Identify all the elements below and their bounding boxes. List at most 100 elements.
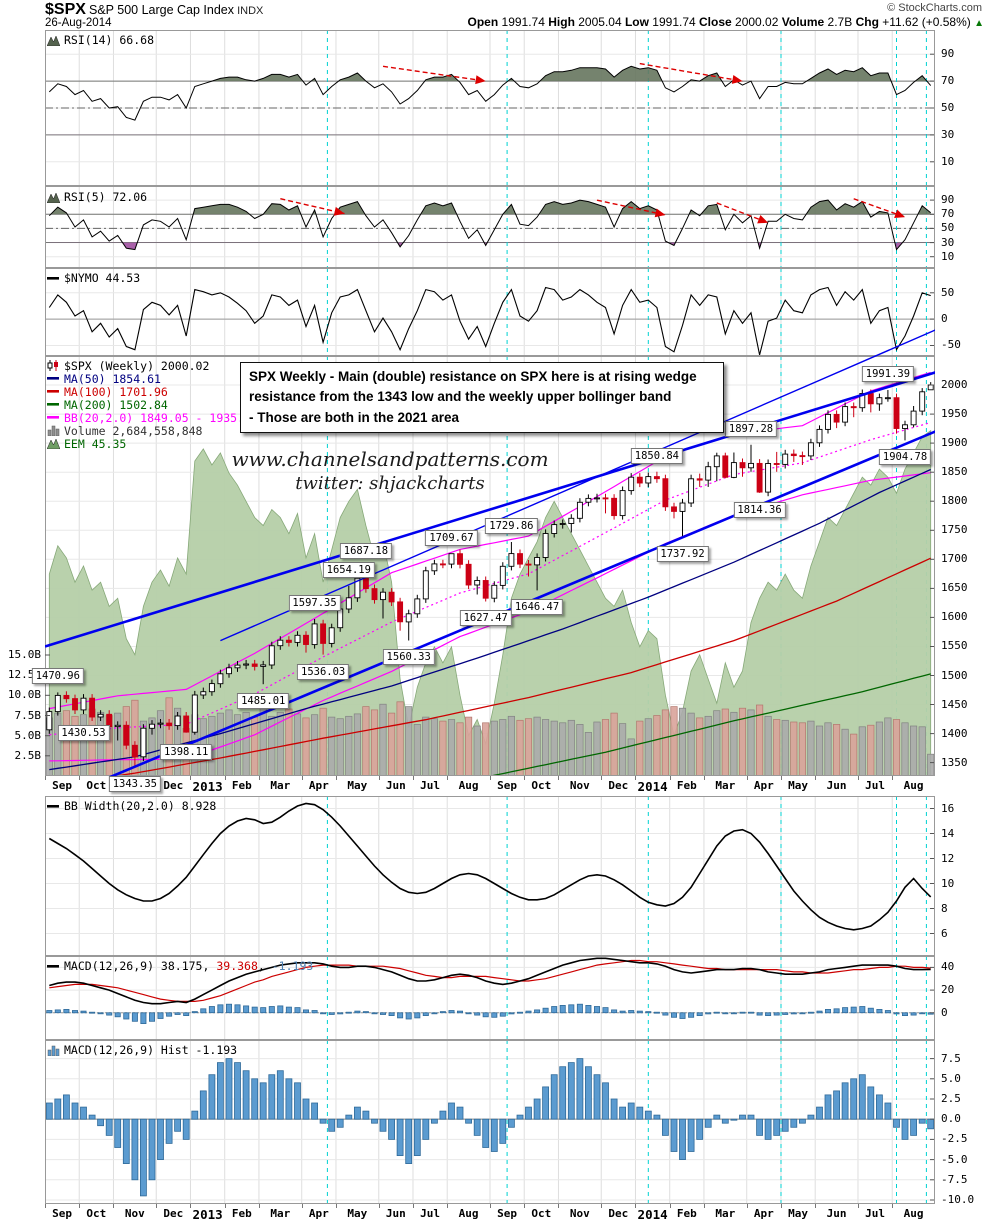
month-label: Nov xyxy=(569,1207,590,1220)
symbol: $SPX xyxy=(45,1,86,18)
macd-hist-label-text: MACD(12,26,9) Hist -1.193 xyxy=(64,1043,238,1057)
month-tick xyxy=(412,776,414,780)
month-label: Sep xyxy=(52,779,73,792)
month-tick xyxy=(558,776,560,780)
axis-tick: 40 xyxy=(941,960,955,974)
axis-tick: 2000 xyxy=(941,378,968,392)
macd-hist-label: MACD(12,26,9) Hist -1.193 xyxy=(47,1043,237,1057)
nymo-label: $NYMO 44.53 xyxy=(47,271,140,285)
month-tick xyxy=(224,776,226,780)
axis-tick: 1400 xyxy=(941,726,968,740)
axis-tick: 7.5 xyxy=(941,1051,961,1065)
month-tick xyxy=(635,776,637,780)
up-arrow-icon: ▲ xyxy=(974,18,984,29)
macd-hist-plot xyxy=(45,1040,935,1204)
axis-tick: 0.0 xyxy=(941,1112,961,1126)
axis-tick: 1550 xyxy=(941,639,968,653)
price-label: 1709.67 xyxy=(425,529,478,546)
legend-row: $SPX (Weekly) 2000.02 xyxy=(47,359,327,373)
copyright: © StockCharts.com xyxy=(887,2,982,14)
area-icon xyxy=(47,438,60,449)
month-tick xyxy=(447,776,449,780)
axis-tick: 20 xyxy=(941,983,955,997)
price-label: 1850.84 xyxy=(630,447,684,464)
month-tick xyxy=(669,1204,671,1208)
month-tick xyxy=(746,776,748,780)
axis-tick: 1900 xyxy=(941,436,968,450)
month-tick xyxy=(258,776,260,780)
month-tick xyxy=(79,1204,81,1208)
rsi5-label-text: RSI(5) 72.06 xyxy=(64,190,148,204)
month-label: May xyxy=(788,1207,808,1220)
month-label: Jul xyxy=(865,1207,886,1220)
line-swatch xyxy=(47,399,60,410)
month-label: Apr xyxy=(308,779,329,792)
axis-tick: 1450 xyxy=(941,697,968,711)
axis-tick: 1500 xyxy=(941,668,968,682)
month-tick xyxy=(601,776,603,780)
axis-tick: 0 xyxy=(941,312,948,326)
month-tick xyxy=(703,1204,705,1208)
month-label: Sep xyxy=(497,779,518,792)
month-tick xyxy=(190,776,192,780)
month-tick xyxy=(45,1204,46,1208)
month-label: Jun xyxy=(826,779,847,792)
month-tick xyxy=(892,1204,894,1208)
month-label: Feb xyxy=(676,779,697,792)
annotation-line1: SPX Weekly - Main (double) resistance on… xyxy=(249,369,697,384)
axis-tick: 50 xyxy=(941,101,955,114)
month-label: Aug xyxy=(458,1207,479,1220)
mountain-icon xyxy=(47,34,60,46)
month-tick xyxy=(780,1204,782,1208)
axis-tick: 7.5B xyxy=(14,708,42,722)
month-label: Mar xyxy=(715,779,736,792)
month-label: May xyxy=(788,779,808,792)
month-label: Apr xyxy=(753,1207,774,1220)
month-label: Oct xyxy=(531,779,552,792)
month-tick xyxy=(45,776,46,780)
axis-tick: 1600 xyxy=(941,610,968,624)
rsi14-label: RSI(14) 66.68 xyxy=(47,33,154,47)
annotation-line2: resistance from the 1343 low and the wee… xyxy=(249,389,672,405)
macd-label: MACD(12,26,9) 38.175, 39.368, -1.193 xyxy=(47,959,313,973)
axis-tick: 14 xyxy=(941,826,955,840)
month-label: Jun xyxy=(826,1207,847,1220)
axis-tick: -10.0 xyxy=(941,1192,975,1206)
price-label: 1737.92 xyxy=(656,546,709,563)
axis-tick: 70 xyxy=(941,74,955,88)
nymo-label-text: $NYMO 44.53 xyxy=(64,271,141,285)
line-swatch-icon xyxy=(47,801,60,812)
axis-tick: 1950 xyxy=(941,407,968,421)
price-label: 1470.96 xyxy=(31,668,84,685)
month-label: Apr xyxy=(308,1207,329,1220)
axis-tick: 1700 xyxy=(941,552,968,566)
month-label: Nov xyxy=(124,1207,145,1220)
month-label: Mar xyxy=(270,779,291,792)
month-tick xyxy=(113,1204,115,1208)
axis-tick: 12 xyxy=(941,851,955,865)
month-label: 2013 xyxy=(192,779,223,794)
month-label: Sep xyxy=(497,1207,518,1220)
month-tick xyxy=(447,1204,449,1208)
month-label: May xyxy=(347,779,368,792)
histogram-bars-icon xyxy=(47,1045,60,1056)
axis-tick: 90 xyxy=(941,47,955,61)
month-tick xyxy=(335,1204,337,1208)
month-tick xyxy=(412,1204,414,1208)
axis-tick: 1650 xyxy=(941,581,968,595)
line-swatch xyxy=(47,386,60,397)
axis-tick: 5.0B xyxy=(14,728,42,742)
axis-tick: 1350 xyxy=(941,755,968,769)
rsi14-label-text: RSI(14) 66.68 xyxy=(64,33,155,47)
axis-tick: 5.0 xyxy=(941,1071,961,1085)
month-tick xyxy=(301,776,303,780)
price-label: 1814.36 xyxy=(733,501,786,518)
month-tick xyxy=(857,1204,859,1208)
rsi14-plot xyxy=(45,30,935,186)
macd-plot xyxy=(45,956,935,1040)
annotation-box: SPX Weekly - Main (double) resistance on… xyxy=(240,362,724,433)
month-label: 2014 xyxy=(637,1207,668,1222)
month-tick xyxy=(79,776,81,780)
axis-tick: 30 xyxy=(941,127,955,141)
price-label: 1536.03 xyxy=(296,663,350,680)
